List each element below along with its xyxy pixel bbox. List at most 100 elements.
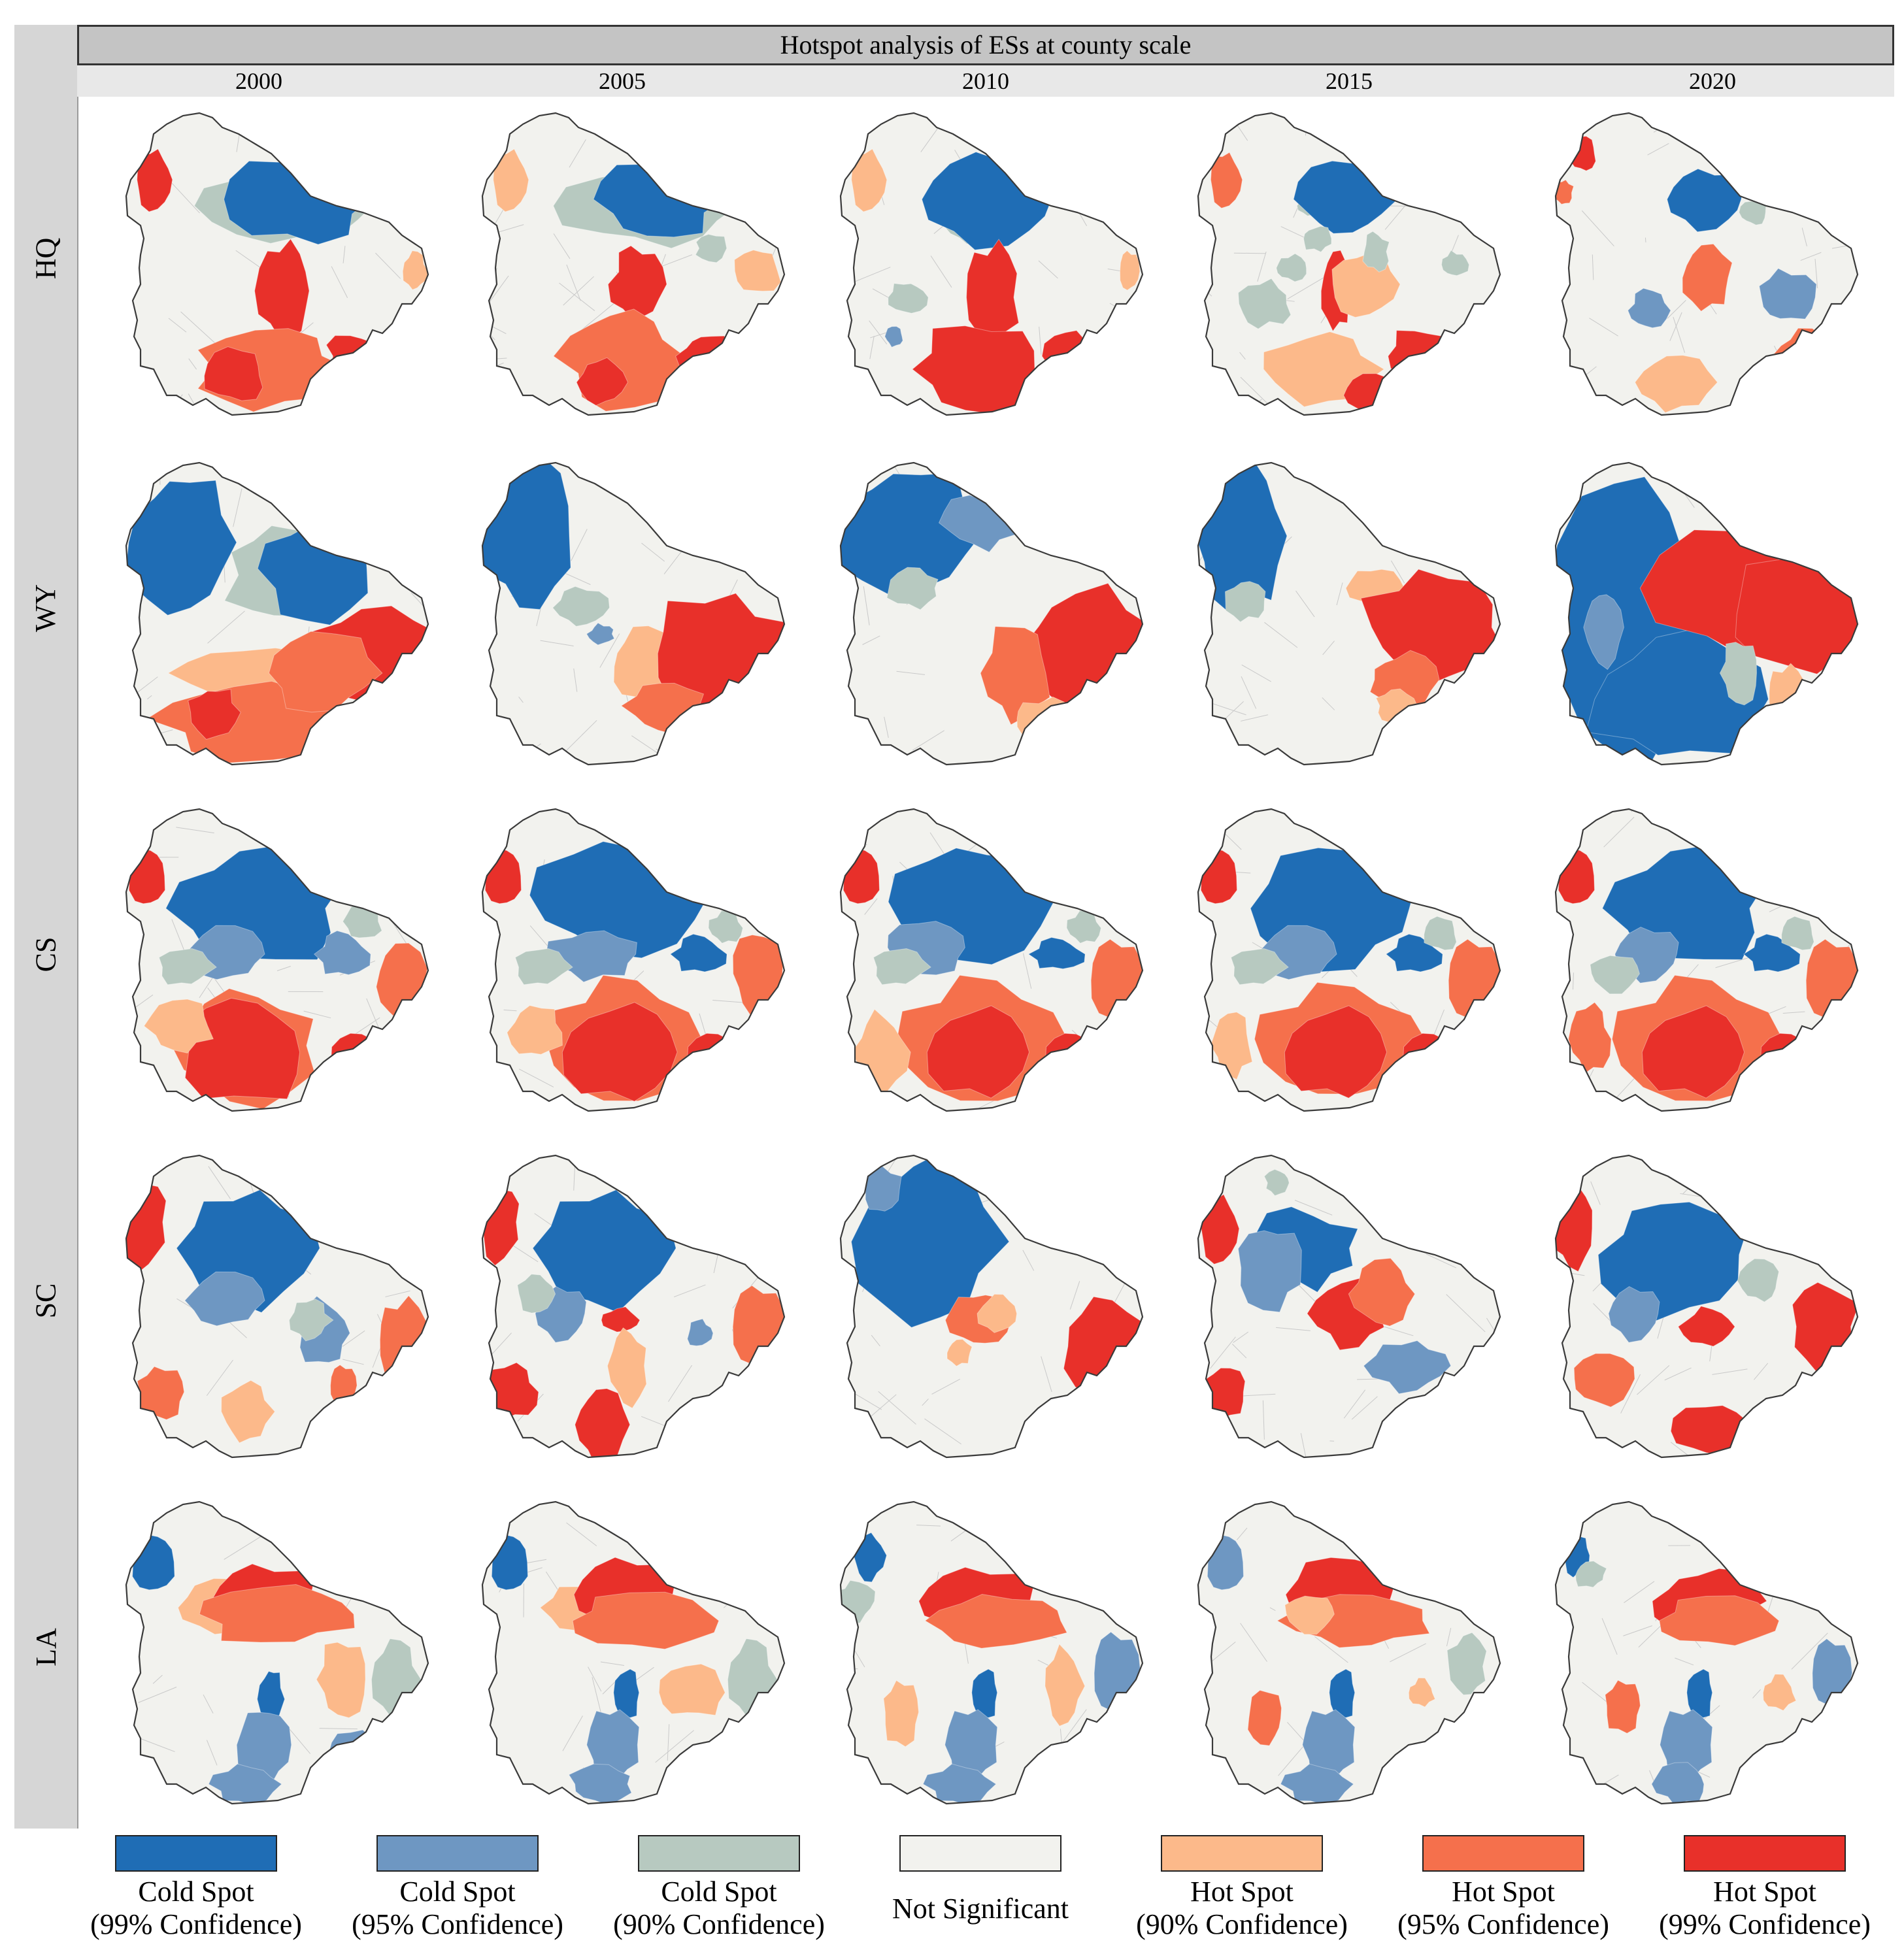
county-boundary	[1545, 1570, 1556, 1587]
map-panel-la-2020	[1545, 1500, 1859, 1805]
county-boundary	[1080, 121, 1101, 131]
county-boundary	[1039, 326, 1042, 355]
county-boundary	[1381, 1543, 1397, 1554]
county-boundary	[1590, 1181, 1601, 1205]
hotspot-area-cold90	[888, 283, 929, 314]
county-boundary	[1811, 1391, 1845, 1410]
county-boundary	[1743, 1451, 1760, 1457]
county-boundary	[844, 1095, 876, 1111]
county-boundary	[353, 740, 360, 742]
county-boundary	[1233, 1331, 1249, 1343]
county-boundary	[733, 814, 748, 844]
county-boundary	[1447, 809, 1485, 836]
hotspot-layer	[1198, 1502, 1500, 1804]
county-boundary	[1043, 377, 1067, 382]
hotspot-area-hot90	[507, 1005, 563, 1055]
hotspot-area-cold95	[1628, 288, 1671, 329]
county-boundary	[281, 113, 292, 116]
hotspot-layer	[482, 809, 784, 1111]
county-boundary	[1667, 300, 1686, 319]
county-boundary	[96, 1237, 120, 1254]
county-boundary	[1065, 1785, 1089, 1804]
county-boundary	[375, 252, 401, 279]
county-boundary	[373, 1759, 386, 1795]
hotspot-area-cold99	[1329, 1668, 1356, 1719]
hotspot-area-hot95	[1210, 152, 1243, 209]
hotspot-area-hot99	[137, 148, 173, 212]
county-boundary	[1276, 1327, 1311, 1331]
county-boundary	[331, 1521, 335, 1557]
legend-swatch	[115, 1835, 277, 1872]
county-boundary	[1069, 1281, 1080, 1310]
county-boundary	[510, 1244, 539, 1263]
county-boundary	[864, 898, 878, 915]
county-boundary	[1431, 821, 1465, 835]
county-boundary	[444, 1615, 474, 1621]
map-panel-wy-2005	[481, 461, 786, 766]
legend-item-cold99: Cold Spot (99% Confidence)	[65, 1835, 327, 1941]
hotspot-area-cold95	[1812, 1638, 1853, 1705]
county-boundary	[559, 282, 595, 311]
county-boundary	[323, 514, 326, 516]
county-boundary	[410, 316, 428, 324]
county-boundary	[1132, 1101, 1143, 1111]
county-boundary	[1300, 1432, 1307, 1457]
county-boundary	[1818, 508, 1845, 516]
county-boundary	[1795, 1097, 1825, 1111]
county-boundary	[1782, 1011, 1805, 1014]
hotspot-area-cold95	[1302, 1709, 1356, 1781]
county-boundary	[1446, 1628, 1452, 1647]
county-boundary	[482, 362, 504, 379]
county-boundary	[1326, 817, 1358, 826]
county-boundary	[871, 1334, 880, 1347]
county-boundary	[657, 852, 667, 878]
hotspot-area-cold90	[1590, 955, 1640, 995]
hotspot-area-cold99	[1420, 1749, 1463, 1780]
county-boundary	[1239, 352, 1246, 360]
legend-item-ns: Not Significant	[850, 1835, 1111, 1925]
county-boundary	[126, 1709, 133, 1720]
county-boundary	[371, 1420, 383, 1434]
hotspot-area-cold95	[586, 1709, 640, 1781]
hotspot-layer	[1198, 463, 1500, 741]
county-boundary	[180, 311, 218, 346]
hotspot-area-hot90	[946, 1338, 973, 1367]
county-boundary	[868, 1394, 897, 1419]
county-boundary	[1475, 1695, 1492, 1725]
map-panel-wy-2000	[125, 461, 429, 766]
county-boundary	[341, 1572, 354, 1587]
year-header: 2000 2005 2010 2015 2020	[77, 65, 1894, 97]
county-boundary	[1209, 702, 1246, 716]
county-boundary	[314, 469, 318, 490]
county-boundary	[933, 224, 945, 235]
county-boundary	[1682, 1167, 1710, 1195]
county-boundary	[126, 1687, 131, 1708]
hotspot-area-hot99	[1760, 1033, 1811, 1087]
county-boundary	[1712, 1368, 1748, 1375]
county-boundary	[1380, 1325, 1414, 1336]
county-boundary	[850, 1391, 882, 1410]
hotspot-area-hot90	[221, 1380, 276, 1444]
county-boundary	[208, 1166, 231, 1199]
county-boundary	[392, 122, 412, 128]
county-boundary	[1743, 1155, 1745, 1170]
hotspot-area-cold90	[514, 948, 573, 985]
county-boundary	[369, 1380, 393, 1417]
county-boundary	[147, 695, 152, 700]
county-boundary	[1038, 260, 1058, 279]
hotspot-area-hot99	[601, 1306, 641, 1333]
county-boundary	[1241, 676, 1257, 709]
hotspot-area-hot90	[607, 1327, 647, 1409]
hotspot-area-cold90	[1263, 1168, 1290, 1197]
hotspot-area-cold90	[1224, 581, 1266, 623]
county-boundary	[599, 633, 620, 668]
county-boundary	[388, 184, 409, 205]
county-boundary	[96, 247, 122, 281]
county-boundary	[207, 610, 245, 644]
county-boundary	[737, 1469, 775, 1498]
county-boundary	[507, 763, 526, 765]
county-boundary	[924, 1418, 961, 1445]
hotspot-area-hot90	[316, 1642, 366, 1719]
county-boundary	[884, 716, 889, 738]
county-boundary	[139, 1738, 175, 1752]
